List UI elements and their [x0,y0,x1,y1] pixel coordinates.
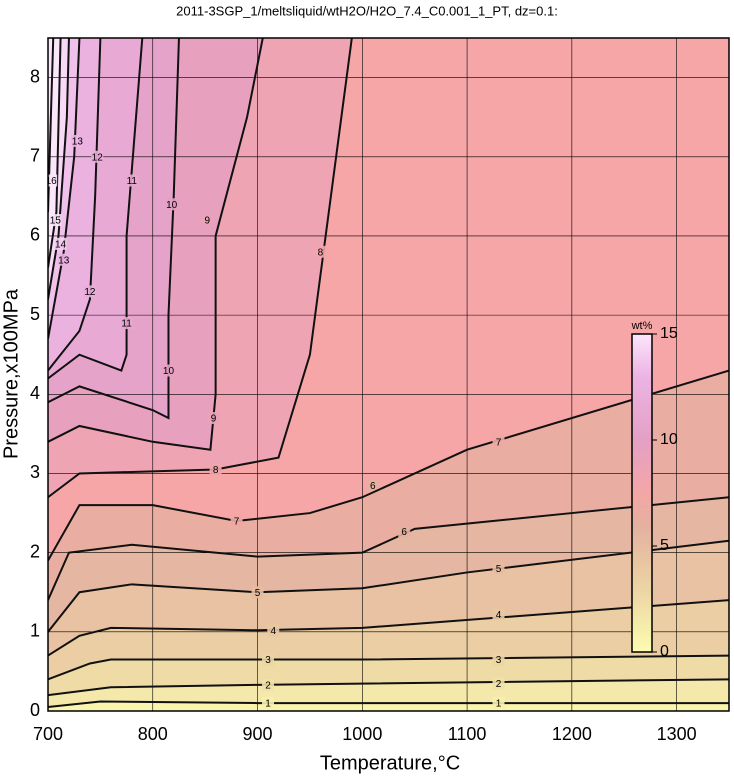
contour-label-bg [492,435,505,448]
contour-label-bg [165,198,178,211]
y-axis-label: Pressure,x100MPa [0,288,22,459]
contour-label-bg [207,412,220,425]
contour-label-bg [54,237,67,250]
y-tick-label: 2 [30,541,40,561]
contour-label: 9 [211,414,217,425]
contour-label-bg [366,479,379,492]
contour-label: 13 [58,255,70,266]
contour-label-bg [230,514,243,527]
contour-line [48,38,144,380]
contour-label-bg [251,586,264,599]
contour-line [48,38,180,420]
colorbar-tick-label: 10 [660,431,678,448]
contour-label-bg [162,364,175,377]
colorbar-tick-label: 0 [660,643,669,660]
contour-label: 1 [265,699,271,710]
contour-label-bg [314,245,327,258]
contour-label: 15 [50,216,62,227]
contour-label: 11 [121,319,132,330]
contour-label-bg [91,150,104,163]
colorbar-tick-label: 15 [660,325,678,342]
colorbar-label: wt% [631,320,653,332]
contour-label-bg [49,214,62,227]
y-tick-label: 5 [30,304,40,324]
x-tick-label: 800 [138,724,168,744]
y-tick-label: 6 [30,225,40,245]
contour-label-bg [492,562,505,575]
contour-label: 7 [234,517,240,528]
contour-label: 8 [318,247,324,258]
contour-label: 1 [496,699,502,710]
contour-label: 10 [163,366,175,377]
contour-line [48,599,729,657]
contour-label: 12 [84,287,96,298]
contour-label: 3 [265,655,271,666]
y-tick-label: 8 [30,66,40,86]
plot-frame [47,37,730,712]
contour-label-bg [262,653,275,666]
contour-label: 2 [496,679,502,690]
x-tick-label: 1100 [448,724,487,744]
contour-label-bg [492,653,505,666]
colorbar-tick-label: 5 [660,537,669,554]
contour-label-bg [492,677,505,690]
contour-label: 8 [213,465,219,476]
contour-line [48,38,102,372]
contour-line [48,38,81,340]
colorbar [631,333,653,653]
contour-label-bg [71,134,84,147]
x-tick-label: 1200 [552,724,592,744]
contour-label-bg [125,174,138,187]
contour-line [48,369,729,562]
contour-label: 4 [270,626,276,637]
contour-label-bg [262,697,275,710]
contour-label: 10 [166,200,178,211]
contour-label: 16 [46,176,58,187]
x-tick-label: 1300 [657,724,697,744]
contour-label-bg [267,624,280,637]
contour-label-bg [201,214,214,227]
contour-label-bg [48,174,58,187]
contour-line [48,38,353,499]
y-tick-label: 7 [30,146,40,166]
contour-line [48,654,729,681]
contour-label: 11 [127,176,138,187]
contour-label: 6 [370,481,376,492]
contour-label: 6 [401,527,407,538]
contour-label: 4 [496,610,502,621]
contour-label-bg [120,317,133,330]
x-tick-label: 900 [243,724,273,744]
contour-label-bg [492,697,505,710]
contour-label-bg [209,463,222,476]
contour-label: 7 [496,437,502,448]
contour-label-bg [492,608,505,621]
y-tick-label: 3 [30,462,40,482]
contour-line [48,38,70,300]
contour-label: 14 [55,239,67,250]
x-tick-label: 700 [33,724,63,744]
contour-label: 13 [72,137,84,148]
contour-label: 12 [92,152,104,163]
contour-label-bg [57,253,70,266]
chart-title: 2011-3SGP_1/meltsliquid/wtH2O/H2O_7.4_C0… [176,3,558,18]
contour-label: 5 [496,564,502,575]
y-tick-label: 4 [30,383,40,403]
contour-label: 3 [496,655,502,666]
contour-label-bg [83,285,96,298]
y-tick-label: 1 [30,621,40,641]
contour-label-bg [262,678,275,691]
contour-label-bg [398,525,411,538]
x-axis-label: Temperature,°C [320,752,460,774]
y-tick-label: 0 [30,700,40,720]
contour-line [48,38,62,268]
contour-label: 2 [265,681,271,692]
contour-label: 5 [255,588,261,599]
x-tick-label: 1000 [342,724,382,744]
contour-line [48,496,729,601]
contour-label: 9 [204,216,210,227]
